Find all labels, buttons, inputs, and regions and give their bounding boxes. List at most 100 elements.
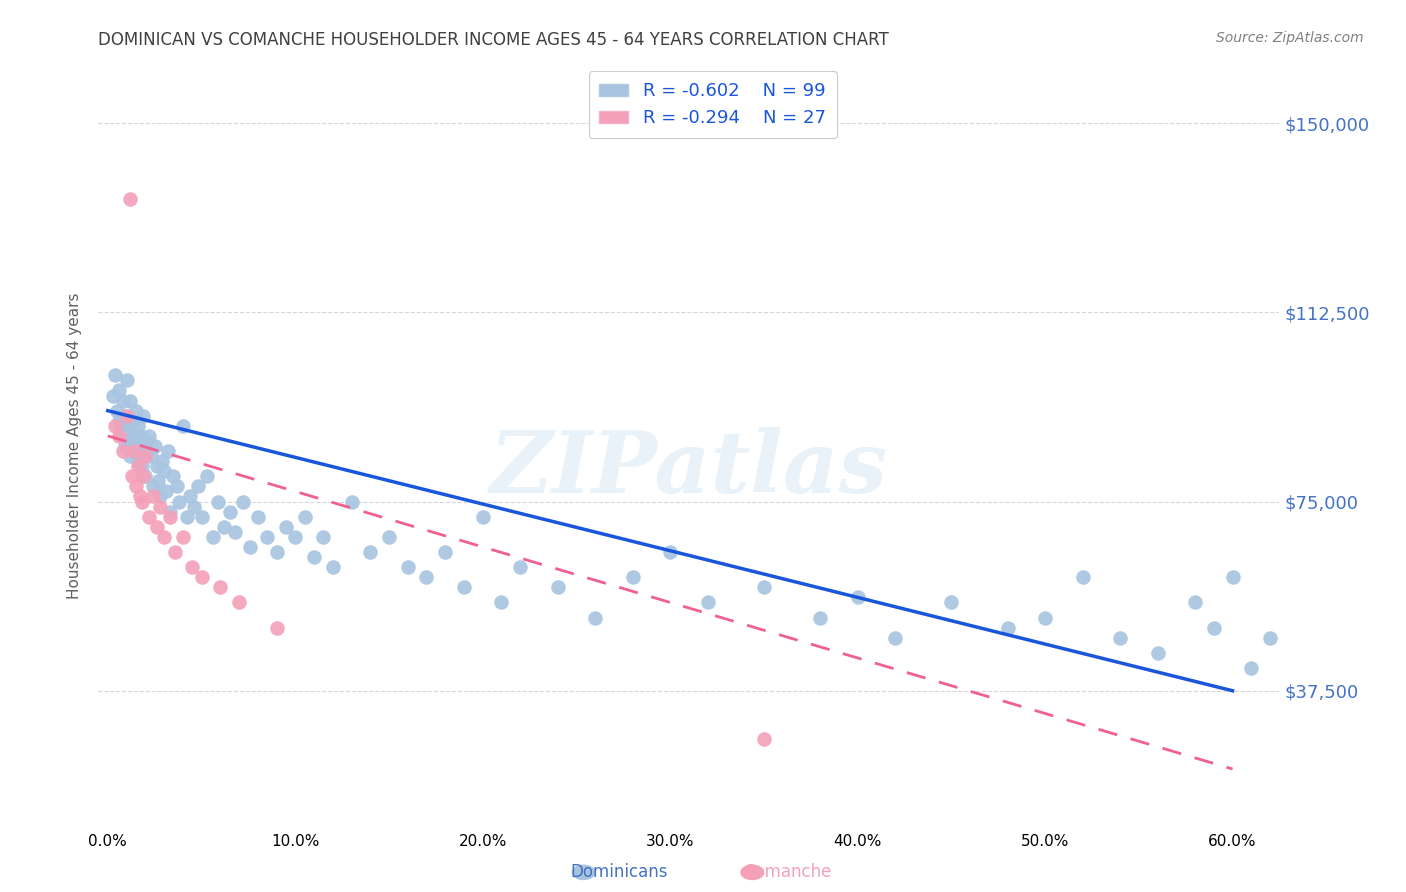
Point [176,509,198,524]
Point [111,393,134,408]
Point [239,540,262,554]
Point [752,731,775,746]
Point [156,444,179,458]
Point [108,384,131,398]
Point [159,509,181,524]
Point [659,545,682,559]
Point [125,403,148,417]
Point [108,414,131,428]
Point [218,505,240,519]
Point [201,530,224,544]
Point [153,464,176,478]
Point [359,545,381,559]
Point [884,631,907,645]
Point [621,570,644,584]
Point [453,580,475,594]
Point [183,500,205,514]
Point [224,524,246,539]
Point [143,439,166,453]
Point [172,530,194,544]
Point [179,490,201,504]
Point [274,520,297,534]
Point [212,520,235,534]
Point [209,580,232,594]
Point [145,520,167,534]
Point [127,418,149,433]
Legend: R = -0.602    N = 99, R = -0.294    N = 27: R = -0.602 N = 99, R = -0.294 N = 27 [589,71,837,138]
Point [207,494,229,508]
Point [114,439,136,453]
Point [1071,570,1094,584]
Point [166,479,188,493]
Point [131,459,153,474]
Point [104,418,127,433]
Point [121,439,143,453]
Text: Comanche: Comanche [744,863,831,881]
Point [378,530,401,544]
Point [1278,797,1301,812]
Text: ZIPatlas: ZIPatlas [489,427,889,511]
Point [159,505,181,519]
Point [131,439,153,453]
Point [1033,610,1056,624]
Point [1146,646,1168,660]
Y-axis label: Householder Income Ages 45 - 64 years: Householder Income Ages 45 - 64 years [67,293,83,599]
Point [121,469,143,483]
Point [132,469,155,483]
Point [115,409,138,423]
Point [165,545,187,559]
Point [149,500,172,514]
Point [396,560,419,574]
Point [148,475,170,489]
Point [142,490,165,504]
Point [266,545,288,559]
Point [1258,631,1281,645]
Point [120,393,142,408]
Point [172,418,194,433]
Point [114,409,136,423]
Point [134,434,156,448]
Point [117,429,139,443]
Point [752,580,775,594]
Point [167,494,190,508]
Point [808,610,831,624]
Point [322,560,344,574]
Point [162,469,184,483]
Point [111,444,134,458]
Point [138,509,160,524]
Point [491,595,513,609]
Point [583,610,606,624]
Point [471,509,494,524]
Point [187,479,209,493]
Point [128,490,150,504]
Point [1222,570,1244,584]
Point [145,459,167,474]
Point [415,570,437,584]
Point [110,424,132,438]
Point [128,429,150,443]
Point [111,429,134,443]
Point [125,479,148,493]
Point [120,449,142,463]
Point [509,560,531,574]
Point [115,418,138,433]
Point [104,368,127,383]
Point [246,509,269,524]
Point [136,444,159,458]
Point [134,469,156,483]
Point [941,595,963,609]
Point [120,192,142,206]
Point [284,530,307,544]
Point [547,580,569,594]
Point [105,403,128,417]
Point [153,530,176,544]
Point [108,429,131,443]
Point [142,479,165,493]
Point [181,560,204,574]
Text: Source: ZipAtlas.com: Source: ZipAtlas.com [1216,31,1364,45]
Point [846,591,869,605]
Point [125,444,148,458]
Text: DOMINICAN VS COMANCHE HOUSEHOLDER INCOME AGES 45 - 64 YEARS CORRELATION CHART: DOMINICAN VS COMANCHE HOUSEHOLDER INCOME… [98,31,889,49]
Point [997,621,1019,635]
Point [256,530,278,544]
